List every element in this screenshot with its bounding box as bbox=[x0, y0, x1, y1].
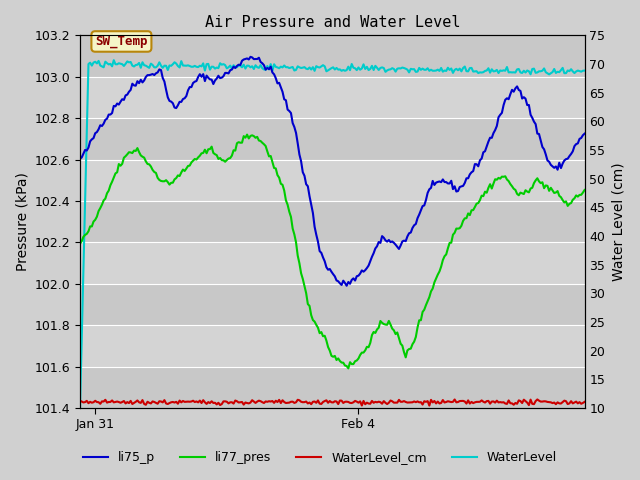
Bar bbox=[80, 36, 584, 77]
Bar bbox=[80, 159, 584, 201]
Bar bbox=[80, 325, 584, 367]
Y-axis label: Pressure (kPa): Pressure (kPa) bbox=[15, 172, 29, 271]
Title: Air Pressure and Water Level: Air Pressure and Water Level bbox=[205, 15, 460, 30]
Bar bbox=[80, 77, 584, 118]
Bar bbox=[80, 284, 584, 325]
Bar bbox=[80, 242, 584, 284]
Text: SW_Temp: SW_Temp bbox=[95, 35, 148, 48]
Bar bbox=[80, 367, 584, 408]
Bar bbox=[80, 201, 584, 242]
Y-axis label: Water Level (cm): Water Level (cm) bbox=[611, 162, 625, 281]
Legend: li75_p, li77_pres, WaterLevel_cm, WaterLevel: li75_p, li77_pres, WaterLevel_cm, WaterL… bbox=[78, 446, 562, 469]
Bar bbox=[80, 118, 584, 159]
